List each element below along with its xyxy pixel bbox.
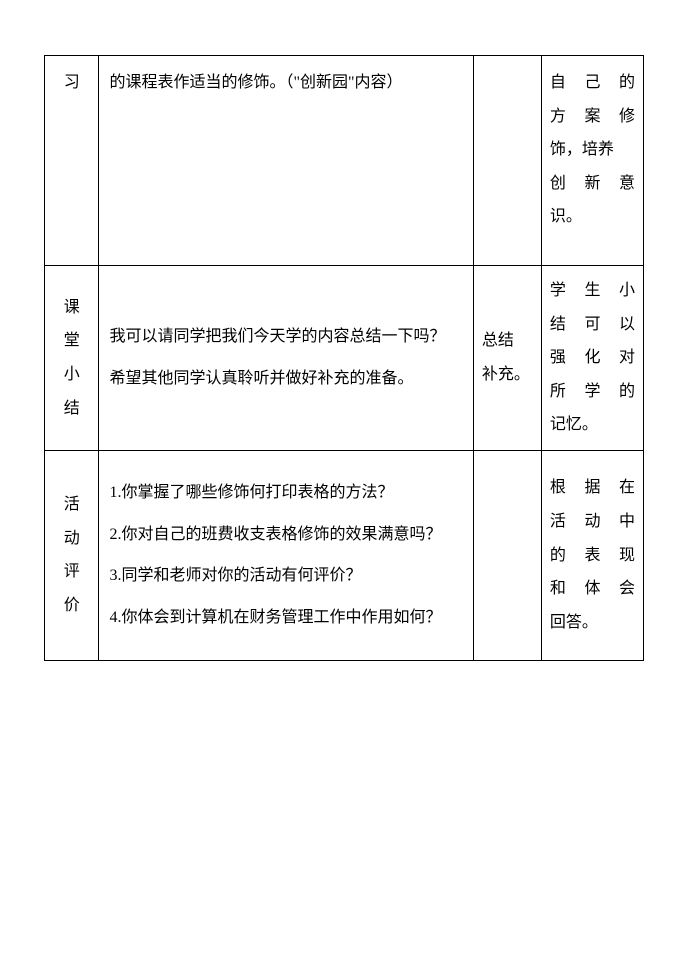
row1-content-cell: 的课程表作适当的修饰。（"创新园"内容） [99,56,473,266]
row1-purpose-line1: 自己的 [550,66,635,100]
row1-purpose-line5: 识。 [550,200,635,234]
row2-content-p1: 我可以请同学把我们今天学的内容总结一下吗？ [109,316,462,358]
row3-summary-cell [473,450,541,660]
row3-label-char1: 活 [57,488,86,522]
row1-purpose-line3: 饰，培养 [550,133,635,167]
row2-label-char1: 课 [57,291,86,325]
row3-content-l1: 1.你掌握了哪些修饰何打印表格的方法？ [109,472,462,514]
row1-purpose-line4: 创新意 [550,167,635,201]
row3-purpose-line5: 回答。 [550,606,635,640]
row2-purpose-cell: 学生小 结可以 强化对 所学的 记忆。 [541,266,643,451]
row1-purpose-line2: 方案修 [550,100,635,134]
row3-content-cell: 1.你掌握了哪些修饰何打印表格的方法？ 2.你对自己的班费收支表格修饰的效果满意… [99,450,473,660]
row2-summary-l2: 补充。 [482,358,533,392]
row2-label-char4: 结 [57,392,86,426]
row1-purpose-cell: 自己的 方案修 饰，培养 创新意 识。 [541,56,643,266]
row2-label-char2: 堂 [57,324,86,358]
row3-label-char3: 评 [57,555,86,589]
row2-summary-l1: 总结 [482,324,533,358]
row1-label-cell: 习 [45,56,99,266]
row3-content-l3: 3.同学和老师对你的活动有何评价？ [109,555,462,597]
row2-purpose-line4: 所学的 [550,375,635,409]
row3-purpose-cell: 根据在 活动中 的表现 和体会 回答。 [541,450,643,660]
row3-purpose-line2: 活动中 [550,505,635,539]
row3-label-cell: 活 动 评 价 [45,450,99,660]
row2-purpose-line2: 结可以 [550,308,635,342]
row2-label-cell: 课 堂 小 结 [45,266,99,451]
row1-summary-cell [473,56,541,266]
row1-content-text: 的课程表作适当的修饰。（"创新园"内容） [109,74,402,91]
table-row: 活 动 评 价 1.你掌握了哪些修饰何打印表格的方法？ 2.你对自己的班费收支表… [45,450,644,660]
row3-content-l4: 4.你体会到计算机在财务管理工作中作用如何？ [109,597,462,639]
row3-content-l2: 2.你对自己的班费收支表格修饰的效果满意吗？ [109,514,462,556]
row3-purpose-line1: 根据在 [550,471,635,505]
page-container: 习 的课程表作适当的修饰。（"创新园"内容） 自己的 方案修 饰，培养 创新意 … [0,0,688,661]
row3-purpose-line4: 和体会 [550,572,635,606]
row2-purpose-line1: 学生小 [550,274,635,308]
table-row: 课 堂 小 结 我可以请同学把我们今天学的内容总结一下吗？ 希望其他同学认真聆听… [45,266,644,451]
row3-label-char4: 价 [57,589,86,623]
row2-content-cell: 我可以请同学把我们今天学的内容总结一下吗？ 希望其他同学认真聆听并做好补充的准备… [99,266,473,451]
row2-purpose-line5: 记忆。 [550,408,635,442]
table-row: 习 的课程表作适当的修饰。（"创新园"内容） 自己的 方案修 饰，培养 创新意 … [45,56,644,266]
row3-label-char2: 动 [57,522,86,556]
row2-summary-cell: 总结 补充。 [473,266,541,451]
lesson-plan-table: 习 的课程表作适当的修饰。（"创新园"内容） 自己的 方案修 饰，培养 创新意 … [44,55,644,661]
row3-purpose-line3: 的表现 [550,539,635,573]
row2-content-p2: 希望其他同学认真聆听并做好补充的准备。 [109,358,462,400]
row2-purpose-line3: 强化对 [550,341,635,375]
row2-label-char3: 小 [57,358,86,392]
row1-label: 习 [64,74,80,91]
